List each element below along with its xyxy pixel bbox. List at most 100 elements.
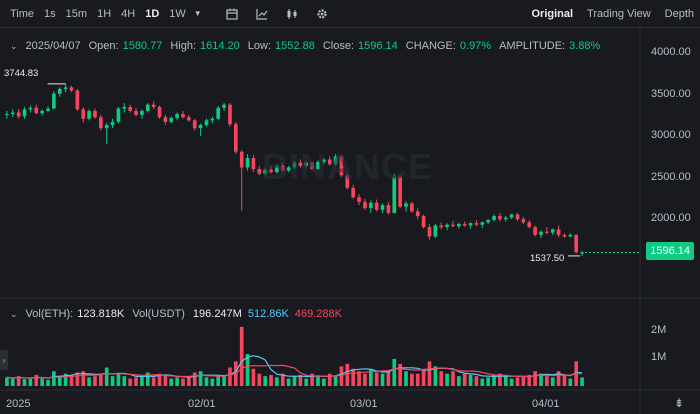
candle-body: [104, 125, 109, 129]
candle-body: [239, 151, 244, 168]
chart-toolbar: Time 1s 15m 1H 4H 1D 1W ▼ Original Tradi…: [0, 0, 700, 28]
candle-body: [533, 227, 537, 235]
candle-body: [134, 110, 138, 115]
interval-1s[interactable]: 1s: [44, 7, 56, 20]
candle-body: [28, 107, 33, 110]
volume-bar: [192, 372, 197, 386]
interval-1h[interactable]: 1H: [97, 7, 112, 20]
candle-body: [140, 110, 144, 115]
volume-bar: [28, 378, 33, 386]
volume-bar: [116, 373, 121, 386]
volume-bar: [304, 378, 309, 386]
time-tick-0301: 03/01: [350, 398, 378, 410]
candle-body: [368, 202, 373, 209]
view-original[interactable]: Original: [531, 8, 574, 20]
fit-screen-icon[interactable]: ⇟: [674, 396, 685, 410]
candle-body: [175, 114, 179, 118]
chevron-down-icon[interactable]: ▼: [193, 9, 202, 18]
candle-body: [181, 114, 185, 118]
low-marker-label: 1537.50: [530, 253, 565, 264]
low-value: 1552.88: [275, 40, 315, 52]
collapse-chevron-icon[interactable]: ⌄: [10, 308, 18, 319]
volume-bar: [363, 373, 367, 386]
candle-body: [415, 211, 420, 217]
candle-type-icon[interactable]: [284, 6, 300, 22]
candle-body: [486, 219, 490, 223]
change-label: CHANGE:: [405, 40, 456, 52]
volume-bar: [157, 373, 162, 386]
amplitude-label: AMPLITUDE:: [499, 40, 566, 52]
candle-body: [457, 223, 461, 227]
scroll-handle-icon[interactable]: ›: [0, 350, 8, 370]
view-depth[interactable]: Depth: [664, 8, 694, 20]
volume-bar: [345, 363, 350, 386]
candle-body: [316, 161, 320, 169]
volume-bar: [163, 374, 168, 386]
volume-bar: [368, 368, 373, 386]
candle-body: [509, 214, 514, 218]
candle-body: [562, 234, 567, 237]
candle-body: [545, 231, 549, 233]
candle-body: [46, 108, 50, 111]
indicator-icon[interactable]: [254, 6, 270, 22]
candle-body: [462, 223, 467, 226]
volume-bar: [298, 374, 303, 386]
candle-body: [398, 176, 402, 207]
volume-bar: [492, 374, 496, 386]
volume-bar: [280, 373, 285, 386]
view-trading-view[interactable]: Trading View: [587, 8, 651, 20]
interval-time[interactable]: Time: [10, 7, 35, 20]
calendar-icon[interactable]: [224, 6, 240, 22]
volume-bar: [181, 378, 185, 386]
candle-body: [210, 118, 215, 121]
volume-bar: [245, 354, 250, 386]
volume-bar: [410, 373, 414, 386]
candle-body: [280, 165, 285, 171]
settings-icon[interactable]: [314, 6, 330, 22]
volume-bar: [503, 376, 508, 386]
close-value: 1596.14: [358, 40, 398, 52]
vol-usdt-label: Vol(USDT): [132, 308, 185, 320]
candle-body: [251, 158, 256, 169]
volume-bar: [104, 367, 109, 386]
volume-bar: [140, 376, 144, 386]
candle-body: [445, 224, 449, 228]
volume-bar: [175, 377, 179, 386]
volume-legend: ⌄ Vol(ETH): 123.818K Vol(USDT) 196.247M …: [10, 308, 346, 320]
candle-body: [57, 88, 62, 94]
candle-body: [216, 107, 221, 119]
change-value: 0.97%: [459, 40, 492, 52]
candle-body: [169, 117, 174, 122]
volume-bar: [40, 378, 44, 386]
volume-bar: [52, 371, 56, 386]
volume-bar: [468, 374, 473, 386]
volume-bar: [386, 371, 391, 386]
volume-bar: [16, 376, 21, 386]
interval-15m[interactable]: 15m: [65, 7, 88, 20]
candle-body: [245, 158, 250, 168]
candle-body: [263, 169, 267, 174]
candle-body: [116, 108, 121, 122]
candle-body: [292, 162, 297, 168]
candle-body: [257, 168, 262, 174]
amplitude-value: 3.88%: [569, 40, 601, 52]
volume-bar: [445, 373, 449, 386]
candle-body: [75, 90, 80, 110]
price-tick-4000: 4000.00: [651, 46, 691, 58]
volume-bar: [57, 376, 62, 386]
volume-bar: [286, 378, 291, 386]
candle-body: [386, 205, 391, 213]
interval-1w[interactable]: 1W: [169, 7, 186, 20]
candle-body: [539, 231, 543, 235]
candle-body: [40, 110, 44, 114]
view-switcher: Original Trading View Depth: [517, 0, 694, 28]
candle-body: [439, 225, 444, 228]
collapse-chevron-icon[interactable]: ⌄: [10, 40, 18, 51]
interval-1d[interactable]: 1D: [145, 7, 160, 20]
candle-body: [380, 205, 385, 210]
volume-bar: [545, 376, 549, 386]
candle-body: [198, 125, 203, 129]
interval-4h[interactable]: 4H: [121, 7, 136, 20]
volume-bar: [81, 371, 86, 386]
